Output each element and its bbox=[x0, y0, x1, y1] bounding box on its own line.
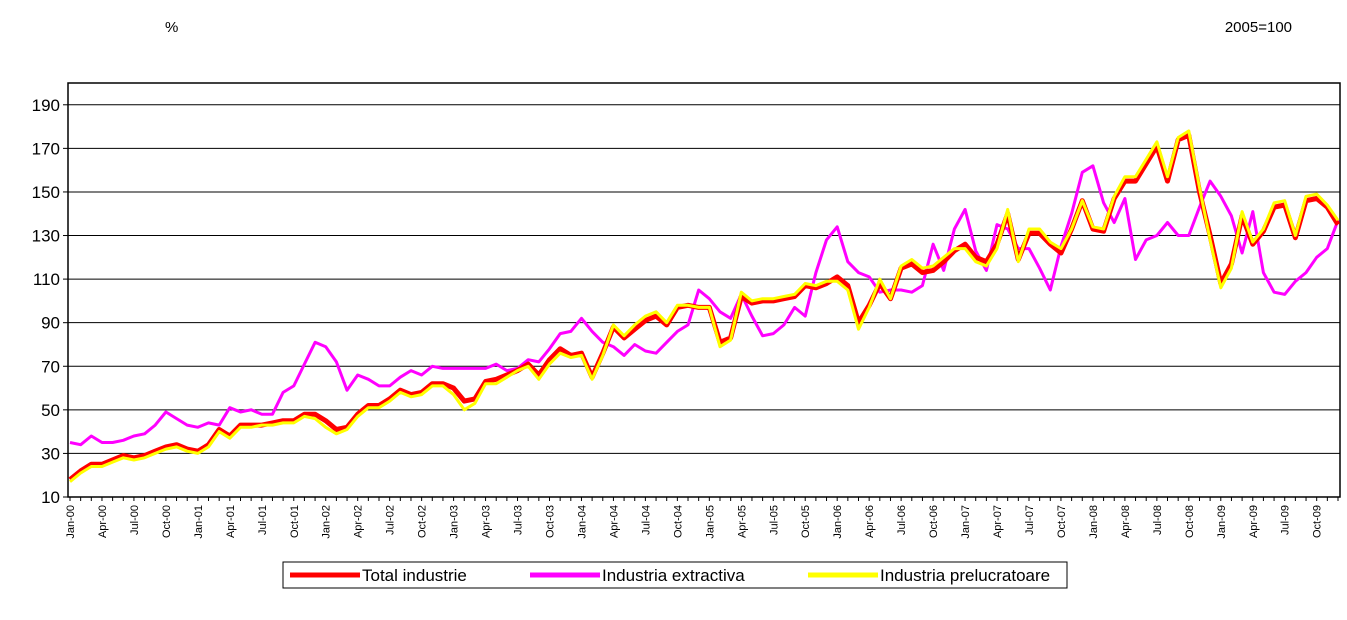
y-tick-label: 150 bbox=[32, 183, 60, 202]
x-tick-label: Jul-03 bbox=[513, 505, 525, 535]
x-tick-label: Apr-00 bbox=[97, 505, 109, 538]
x-tick-label: Apr-04 bbox=[608, 505, 620, 538]
y-tick-label: 30 bbox=[41, 444, 60, 463]
x-tick-label: Oct-03 bbox=[544, 505, 556, 538]
x-tick-label: Oct-04 bbox=[672, 505, 684, 538]
x-tick-label: Jan-00 bbox=[65, 505, 77, 539]
y-tick-label: 70 bbox=[41, 357, 60, 376]
x-tick-label: Apr-08 bbox=[1120, 505, 1132, 538]
x-tick-label: Apr-02 bbox=[353, 505, 365, 538]
x-tick-label: Jul-04 bbox=[640, 505, 652, 535]
x-tick-label: Apr-07 bbox=[992, 505, 1004, 538]
legend-label: Total industrie bbox=[362, 566, 467, 585]
x-tick-label: Apr-03 bbox=[481, 505, 493, 538]
legend-label: Industria extractiva bbox=[602, 566, 745, 585]
plot-frame bbox=[67, 82, 1341, 498]
y-tick-label: 170 bbox=[32, 139, 60, 158]
x-tick-label: Jul-02 bbox=[385, 505, 397, 535]
legend-box bbox=[282, 561, 1068, 589]
series-line bbox=[69, 129, 1340, 483]
x-tick-label: Jan-05 bbox=[704, 505, 716, 539]
series-line bbox=[69, 164, 1340, 447]
x-tick-label: Jul-07 bbox=[1024, 505, 1036, 535]
y-tick-label: 190 bbox=[32, 96, 60, 115]
y-unit: % bbox=[165, 19, 178, 36]
x-tick-label: Apr-09 bbox=[1248, 505, 1260, 538]
y-tick-label: 130 bbox=[32, 227, 60, 246]
plot-area bbox=[68, 83, 1340, 497]
x-tick-label: Jul-06 bbox=[896, 505, 908, 535]
x-tick-label: Oct-00 bbox=[161, 505, 173, 538]
x-tick-label: Jan-04 bbox=[576, 505, 588, 539]
legend-label: Industria prelucratoare bbox=[880, 566, 1050, 585]
x-tick-label: Jan-03 bbox=[449, 505, 461, 539]
x-tick-label: Oct-02 bbox=[417, 505, 429, 538]
note: 2005=100 bbox=[1225, 19, 1292, 36]
x-tick-label: Apr-01 bbox=[225, 505, 237, 538]
x-tick-label: Jul-00 bbox=[129, 505, 141, 535]
x-tick-label: Apr-05 bbox=[736, 505, 748, 538]
x-tick-label: Jan-07 bbox=[960, 505, 972, 539]
y-tick-label: 110 bbox=[33, 270, 60, 289]
x-tick-label: Jul-09 bbox=[1280, 505, 1292, 535]
x-tick-label: Jan-09 bbox=[1216, 505, 1228, 539]
x-tick-label: Apr-06 bbox=[864, 505, 876, 538]
x-tick-label: Jul-05 bbox=[768, 505, 780, 535]
y-tick-label: 50 bbox=[41, 401, 60, 420]
x-tick-label: Jan-06 bbox=[832, 505, 844, 539]
x-tick-label: Oct-06 bbox=[928, 505, 940, 538]
x-tick-label: Oct-07 bbox=[1056, 505, 1068, 538]
x-tick-label: Jan-02 bbox=[321, 505, 333, 539]
x-tick-label: Oct-08 bbox=[1184, 505, 1196, 538]
y-tick-label: 90 bbox=[41, 314, 60, 333]
x-tick-label: Oct-05 bbox=[800, 505, 812, 538]
x-tick-label: Jul-01 bbox=[257, 505, 269, 535]
x-tick-label: Oct-01 bbox=[289, 505, 301, 538]
x-tick-label: Jan-01 bbox=[193, 505, 205, 539]
x-tick-label: Jan-08 bbox=[1088, 505, 1100, 539]
x-tick-label: Jul-08 bbox=[1152, 505, 1164, 535]
y-tick-label: 10 bbox=[41, 488, 60, 507]
x-tick-label: Oct-09 bbox=[1312, 505, 1324, 538]
